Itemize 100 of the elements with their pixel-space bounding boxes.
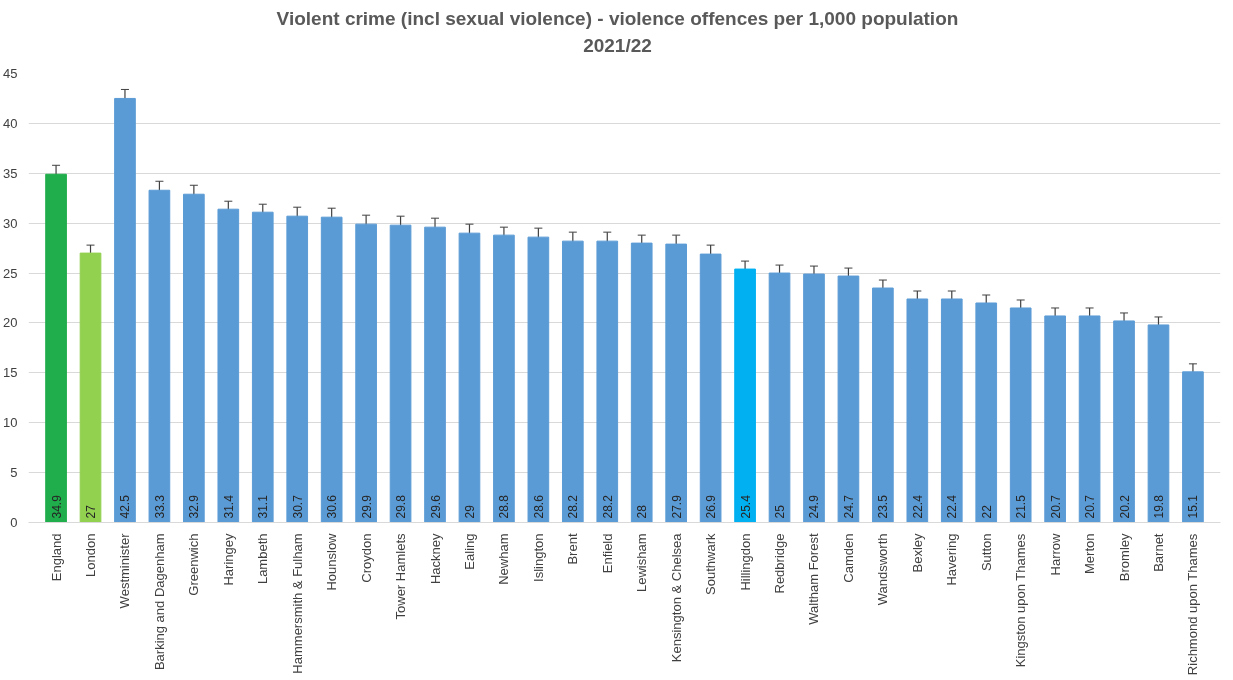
bar (630, 242, 653, 523)
x-tick-label: Bexley (909, 533, 925, 573)
bar (114, 97, 136, 523)
data-label: 24.9 (807, 494, 822, 519)
x-tick-label: Greenwich (186, 533, 202, 596)
data-label: 31.1 (256, 494, 271, 519)
x-tick-label: Harrow (1047, 532, 1063, 576)
bar (527, 236, 550, 523)
data-label: 30.6 (325, 494, 340, 519)
data-label: 32.9 (187, 494, 202, 519)
data-label: 29.8 (394, 494, 409, 519)
x-tick-label: Islington (530, 533, 546, 582)
x-tick-label: Merton (1082, 533, 1098, 574)
bar (389, 224, 412, 523)
y-tick-label: 25 (3, 265, 18, 281)
x-tick-label: Barking and Dagenham (151, 533, 167, 671)
data-label: 28.6 (531, 494, 546, 519)
data-label: 24.7 (841, 494, 856, 519)
bar (837, 275, 860, 523)
x-tick-label: Enfield (599, 533, 615, 574)
bar (1147, 324, 1170, 523)
data-label: 27 (84, 504, 99, 519)
x-tick-label: Newham (496, 533, 512, 585)
data-label: 20.7 (1048, 494, 1063, 519)
data-label: 22.4 (945, 494, 960, 519)
bar (665, 243, 688, 523)
bar (768, 272, 791, 523)
y-tick-label: 20 (3, 315, 18, 331)
y-tick-label: 5 (10, 465, 18, 481)
x-tick-label: Wandsworth (875, 533, 891, 606)
x-tick-label: Havering (944, 533, 960, 586)
bar (148, 189, 171, 523)
data-label: 29.6 (428, 494, 443, 519)
data-label: 25.4 (738, 494, 753, 519)
bar (493, 234, 515, 523)
x-tick-label: Hounslow (324, 532, 340, 591)
x-tick-label: Camden (840, 533, 856, 583)
y-tick-label: 15 (3, 365, 18, 381)
data-label: 25 (773, 504, 788, 519)
x-tick-label: Haringey (220, 533, 236, 586)
bar (1078, 315, 1101, 523)
x-tick-label: Waltham Forest (806, 533, 822, 625)
data-label: 15.1 (1186, 494, 1201, 519)
bar (803, 273, 825, 523)
bar (458, 232, 481, 523)
x-tick-label: Richmond upon Thames (1185, 533, 1201, 676)
bar (872, 287, 894, 523)
data-label: 20.2 (1117, 494, 1132, 519)
x-tick-label: Southwark (703, 533, 719, 595)
y-tick-label: 30 (3, 215, 18, 231)
bar (1044, 315, 1066, 523)
bar (561, 240, 584, 523)
chart-title: Violent crime (incl sexual violence) - violence offences per 1,000 population 2021/22 (276, 7, 959, 59)
x-tick-label: Bromley (1116, 533, 1132, 582)
bar (940, 298, 963, 523)
x-tick-label: Brent (565, 533, 581, 565)
bar (217, 208, 240, 523)
y-tick-label: 40 (3, 115, 18, 131)
x-tick-label: Tower Hamlets (393, 533, 409, 620)
data-label: 28 (635, 504, 650, 519)
data-label: 28.2 (600, 494, 615, 519)
data-label: 28.2 (566, 494, 581, 519)
bar (1113, 320, 1135, 523)
data-label: 30.7 (290, 494, 305, 519)
y-tick-label: 45 (3, 66, 18, 81)
data-label: 26.9 (704, 494, 719, 519)
data-label: 29 (462, 504, 477, 519)
x-tick-label: Lewisham (634, 533, 650, 593)
data-label: 29.9 (359, 494, 374, 519)
bar (734, 268, 756, 523)
data-label: 27.9 (669, 494, 684, 519)
x-tick-label: Hammersmith & Fulham (289, 533, 305, 674)
bar (320, 216, 343, 523)
bar (355, 223, 377, 523)
data-label: 34.9 (49, 494, 64, 519)
x-tick-label: London (83, 533, 99, 577)
bar (183, 193, 205, 523)
bar (596, 240, 619, 523)
bar (286, 215, 309, 523)
x-tick-label: England (48, 533, 64, 582)
x-tick-label: Ealing (461, 533, 477, 570)
data-label: 21.5 (1014, 494, 1029, 519)
x-tick-label: Hackney (427, 533, 443, 585)
bar (699, 253, 722, 523)
x-tick-label: Hillingdon (737, 533, 753, 591)
bar (1009, 307, 1032, 523)
x-tick-label: Sutton (978, 533, 994, 572)
data-label: 22 (979, 504, 994, 519)
data-label: 33.3 (152, 494, 167, 519)
data-label: 28.8 (497, 494, 512, 519)
y-tick-label: 0 (10, 515, 18, 530)
bar (906, 298, 929, 523)
x-tick-label: Kingston upon Thames (1013, 533, 1029, 668)
y-tick-label: 35 (3, 165, 18, 181)
x-tick-label: Westminister (117, 532, 133, 609)
data-label: 22.4 (910, 494, 925, 519)
bar (45, 173, 67, 523)
bar (1182, 371, 1204, 523)
data-label: 42.5 (118, 494, 133, 519)
bar (424, 226, 446, 523)
